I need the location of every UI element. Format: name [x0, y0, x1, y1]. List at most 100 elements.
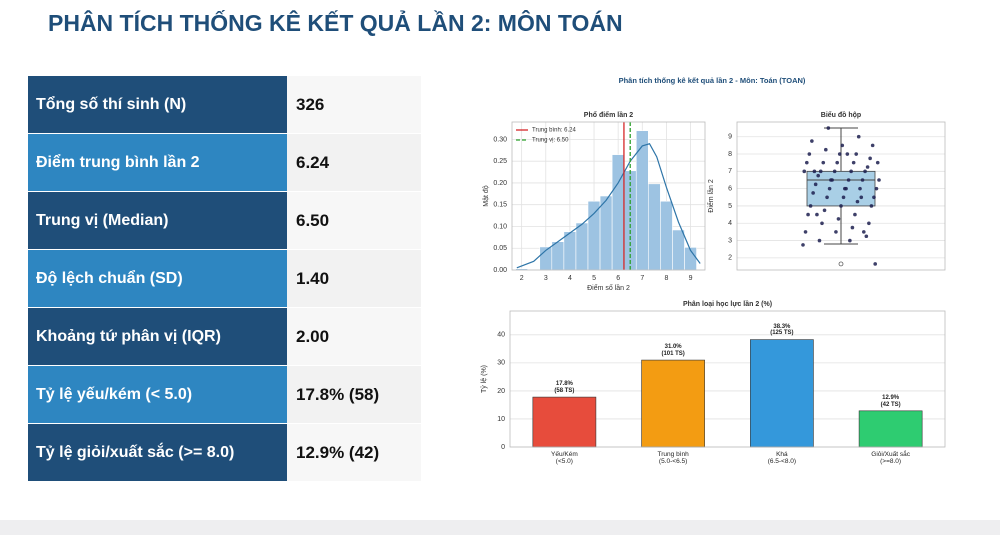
value-label: 12.9% (42 TS) — [880, 394, 901, 408]
strip-point — [802, 169, 807, 174]
y-tick-label: 40 — [497, 332, 505, 339]
strip-point — [874, 186, 879, 191]
strip-point — [856, 134, 861, 139]
y-tick-label: 3 — [728, 237, 732, 244]
strip-point — [832, 169, 837, 174]
strip-point — [827, 186, 832, 191]
histogram-bar — [672, 229, 685, 271]
y-tick-label: 0.00 — [493, 267, 507, 274]
strip-point — [801, 243, 805, 247]
chart-title: Phân loại học lực lần 2 (%) — [683, 299, 772, 308]
x-tick-label: 9 — [689, 275, 693, 282]
y-tick-label: 8 — [728, 151, 732, 158]
y-tick-label: 9 — [728, 134, 732, 141]
strip-point — [867, 221, 871, 226]
x-tick-label: 6 — [616, 275, 620, 282]
strip-point — [875, 160, 880, 165]
strip-point — [845, 152, 850, 156]
bar — [750, 339, 814, 448]
y-tick-label: 6 — [728, 185, 732, 192]
y-tick-label: 0.15 — [493, 202, 507, 209]
strip-point — [817, 238, 822, 243]
row-label: Trung vị (Median) — [28, 192, 287, 250]
bar — [532, 396, 597, 448]
x-tick-label: Khá (6.5-<8.0) — [767, 451, 797, 466]
y-axis-label: Mật độ — [483, 185, 490, 207]
row-value: 326 — [287, 76, 421, 134]
density-curve — [516, 143, 701, 269]
y-tick-label: 2 — [728, 255, 732, 262]
y-tick-label: 0.20 — [493, 180, 507, 187]
histogram-bar — [551, 241, 565, 271]
histogram-bar — [599, 195, 613, 271]
y-tick-label: 10 — [497, 416, 505, 423]
strip-point — [840, 143, 845, 148]
strip-point — [846, 178, 851, 182]
outlier — [838, 261, 844, 267]
table-row: Điểm trung bình lần 2 6.24 — [28, 134, 421, 192]
y-tick-label: 0.25 — [493, 158, 507, 165]
strip-point — [868, 156, 872, 161]
strip-point — [805, 160, 809, 165]
y-tick-label: 0.05 — [493, 245, 507, 252]
histogram-bar — [611, 154, 625, 271]
y-tick-label: 0 — [501, 444, 505, 451]
strip-point — [839, 204, 843, 208]
strip-point — [810, 139, 814, 143]
bar — [858, 410, 923, 448]
y-axis-label: Tỷ lệ (%) — [481, 365, 488, 393]
strip-point — [815, 212, 819, 217]
x-axis-label: Điểm số lần 2 — [587, 283, 630, 292]
x-tick-label: 3 — [544, 275, 548, 282]
row-label: Tỷ lệ yếu/kém (< 5.0) — [28, 366, 287, 424]
x-tick-label: 2 — [520, 275, 524, 282]
value-label: 38.3% (125 TS) — [770, 323, 794, 337]
strip-point — [873, 262, 877, 266]
row-value: 17.8% (58) — [287, 366, 421, 424]
chart-title: Biểu đồ hộp — [821, 110, 861, 119]
strip-point — [813, 182, 818, 187]
plot-frame — [511, 121, 706, 271]
table-row: Tỷ lệ giỏi/xuất sắc (>= 8.0) 12.9% (42) — [28, 424, 421, 482]
row-label: Độ lệch chuẩn (SD) — [28, 250, 287, 308]
bar — [641, 359, 705, 448]
y-tick-label: 4 — [728, 220, 732, 227]
value-label: 17.8% (58 TS) — [554, 381, 575, 394]
strip-point — [811, 191, 815, 195]
row-value: 6.24 — [287, 134, 421, 192]
x-tick-label: Yếu/Kém (<5.0) — [551, 451, 578, 466]
row-label: Tổng số thí sinh (N) — [28, 76, 287, 134]
strip-point — [807, 152, 812, 156]
strip-point — [850, 225, 855, 230]
strip-point — [824, 147, 828, 152]
strip-point — [843, 186, 847, 191]
table-row: Trung vị (Median) 6.50 — [28, 192, 421, 250]
plot-frame — [736, 121, 946, 271]
strip-point — [848, 238, 852, 243]
stats-table: Tổng số thí sinh (N) 326 Điểm trung bình l… — [28, 76, 421, 482]
strip-point — [870, 143, 875, 148]
y-tick-label: 30 — [497, 360, 505, 367]
row-value: 6.50 — [287, 192, 421, 250]
row-label: Khoảng tứ phân vị (IQR) — [28, 308, 287, 366]
figure-title: Phân tích thống kê kết quả lần 2 - Môn: … — [619, 76, 806, 85]
x-tick-label: Giỏi/Xuất sắc (>=8.0) — [871, 451, 910, 466]
x-tick-label: 5 — [592, 275, 596, 282]
strip-point — [859, 195, 864, 200]
strip-point — [864, 234, 869, 239]
page-title: PHÂN TÍCH THỐNG KÊ KẾT QUẢ LẦN 2: MÔN TO… — [48, 10, 623, 36]
strip-point — [860, 178, 865, 182]
x-tick-label: 4 — [568, 275, 572, 282]
y-tick-label: 20 — [497, 388, 505, 395]
x-tick-label: 7 — [640, 275, 644, 282]
table-row: Tỷ lệ yếu/kém (< 5.0) 17.8% (58) — [28, 366, 421, 424]
strip-point — [849, 169, 853, 174]
strip-point — [820, 221, 824, 226]
strip-point — [818, 169, 823, 174]
table-row: Khoảng tứ phân vị (IQR) 2.00 — [28, 308, 421, 366]
strip-point — [851, 160, 856, 165]
histogram-bar — [563, 231, 577, 271]
strip-point — [829, 178, 833, 182]
strip-point — [816, 173, 820, 178]
